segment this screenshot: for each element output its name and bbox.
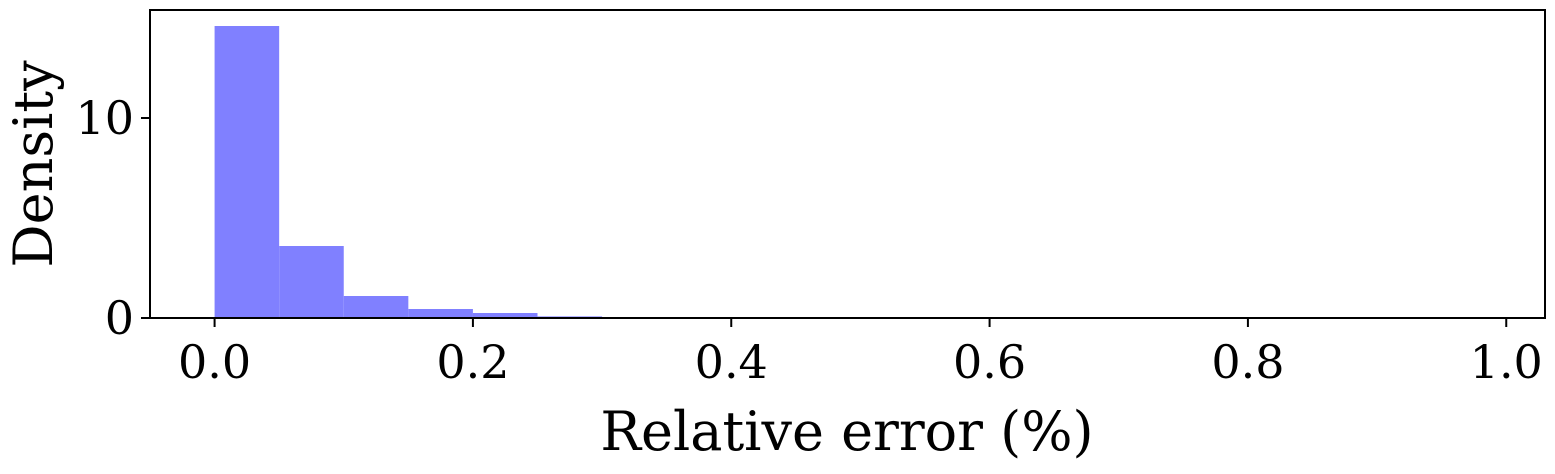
x-tick-label-1: 0.2 xyxy=(436,335,509,389)
x-axis-title: Relative error (%) xyxy=(600,400,1093,463)
x-tick-label-0: 0.0 xyxy=(178,335,251,389)
y-tick-label-1: 10 xyxy=(75,91,134,145)
y-tick-label-0: 0 xyxy=(105,291,134,345)
plot-frame xyxy=(149,9,1546,319)
histogram-bar-4 xyxy=(472,313,538,318)
histogram-bar-1 xyxy=(279,246,344,318)
histogram-bars xyxy=(214,26,667,318)
histogram-bar-0 xyxy=(214,26,280,318)
y-axis-title: Density xyxy=(2,60,65,268)
x-axis-ticks: 0.0 0.2 0.4 0.6 0.8 1.0 xyxy=(178,318,1543,389)
x-tick-label-3: 0.6 xyxy=(953,335,1026,389)
histogram-bar-3 xyxy=(408,309,473,318)
x-tick-label-4: 0.8 xyxy=(1211,335,1284,389)
x-tick-label-5: 1.0 xyxy=(1470,335,1543,389)
histogram-bar-2 xyxy=(343,296,409,318)
y-axis-ticks: 0 10 xyxy=(75,91,150,345)
x-tick-label-2: 0.4 xyxy=(695,335,768,389)
